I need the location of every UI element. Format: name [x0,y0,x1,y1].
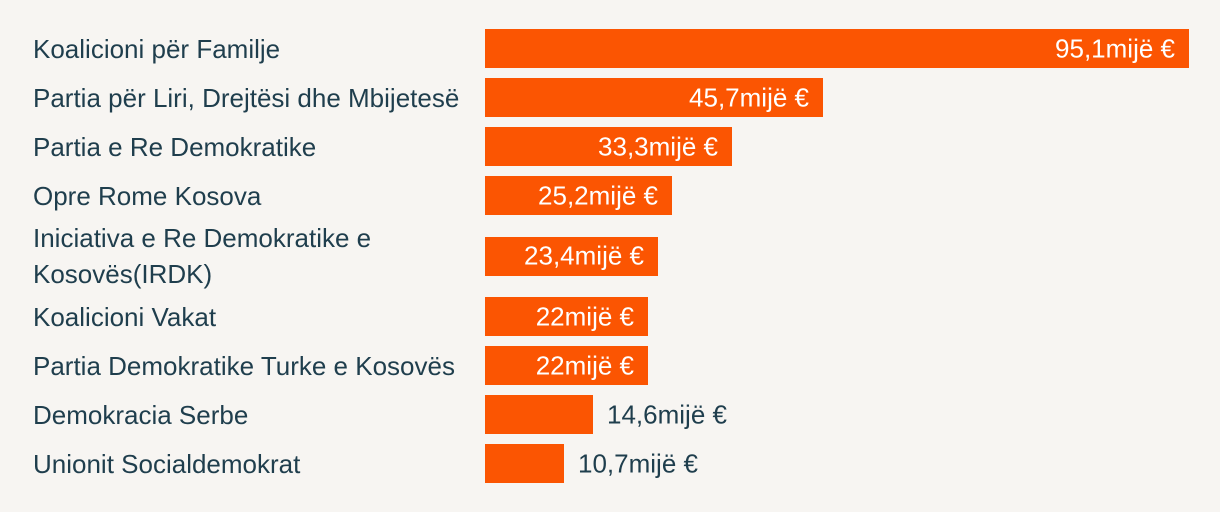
category-label: Partia e Re Demokratike [33,131,317,162]
value-label: 22mijë € [535,350,634,380]
bar: 45,7mijë € [485,78,823,117]
category-label: Iniciativa e Re Demokratike e Kosovës(IR… [33,223,372,289]
value-label: 33,3mijë € [598,131,718,161]
bar-track: 23,4mijë € [485,236,1220,276]
bar-track: 45,7mijë € [485,78,1220,117]
category-label: Koalicioni për Familje [33,33,281,64]
value-label: 45,7mijë € [689,82,809,112]
bar-track: 22mijë € [485,297,1220,336]
chart-row: Partia për Liri, Drejtësi dhe Mbijetesë … [33,73,1220,122]
bar: 95,1mijë € [485,29,1189,68]
category-label: Demokracia Serbe [33,399,249,430]
bar: 22mijë € [485,297,648,336]
chart-row: Koalicioni për Familje 95,1mijë € [33,24,1220,73]
bar: 23,4mijë € [485,236,658,276]
bar: 33,3mijë € [485,127,732,166]
chart-row: Koalicioni Vakat 22mijë € [33,292,1220,341]
bar-track: 33,3mijë € [485,127,1220,166]
bar-track: 14,6mijë € [485,395,1220,434]
chart-row: Demokracia Serbe 14,6mijë € [33,390,1220,439]
chart-row: Unionit Socialdemokrat 10,7mijë € [33,439,1220,488]
bar: 14,6mijë € [485,395,727,434]
bar-track: 95,1mijë € [485,29,1220,68]
category-label: Opre Rome Kosova [33,180,262,211]
category-label: Unionit Socialdemokrat [33,448,301,479]
chart-row: Partia e Re Demokratike 33,3mijë € [33,122,1220,171]
value-label: 10,7mijë € [578,448,698,478]
value-label: 22mijë € [535,301,634,331]
category-label: Partia Demokratike Turke e Kosovës [33,350,455,381]
value-label: 25,2mijë € [538,180,658,210]
value-label: 14,6mijë € [607,399,727,429]
bar: 22mijë € [485,346,648,385]
bar-track: 22mijë € [485,346,1220,385]
value-label: 95,1mijë € [1055,33,1175,63]
category-label: Partia për Liri, Drejtësi dhe Mbijetesë [33,82,460,113]
category-label: Koalicioni Vakat [33,301,217,332]
bar-track: 25,2mijë € [485,176,1220,215]
bar-track: 10,7mijë € [485,444,1220,483]
chart-row: Partia Demokratike Turke e Kosovës 22mij… [33,341,1220,390]
value-label: 23,4mijë € [524,240,644,271]
bar: 10,7mijë € [485,444,698,483]
bar: 25,2mijë € [485,176,672,215]
chart-row: Iniciativa e Re Demokratike e Kosovës(IR… [33,220,1220,292]
chart-row: Opre Rome Kosova 25,2mijë € [33,171,1220,220]
